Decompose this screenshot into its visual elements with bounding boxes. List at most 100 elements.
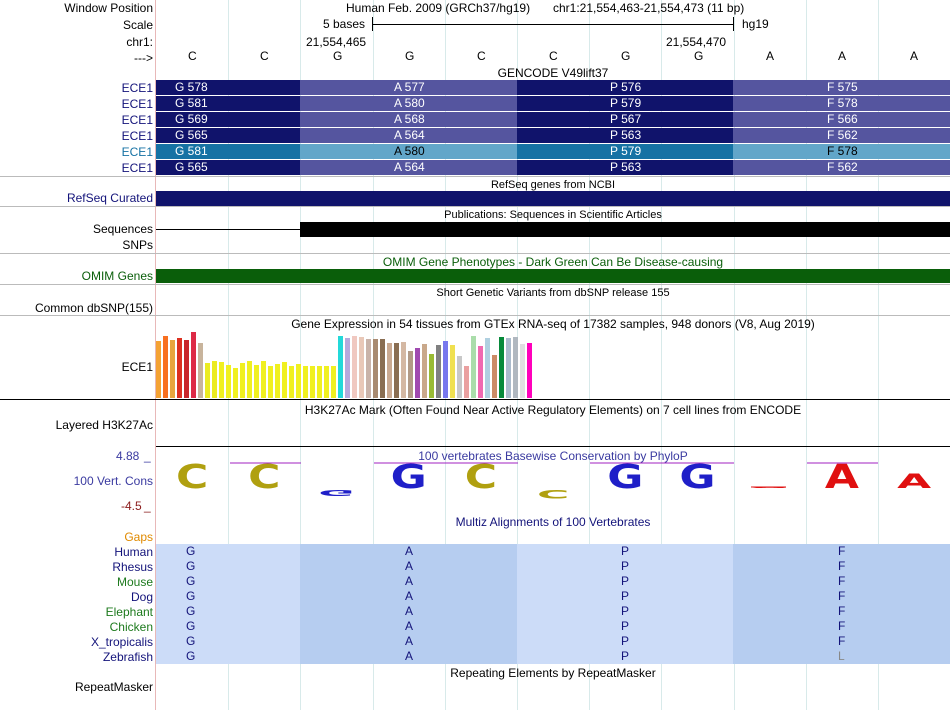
gtex-tissue-bar[interactable]	[443, 341, 448, 398]
alignment-cell[interactable]: A	[300, 559, 517, 574]
alignment-cell[interactable]: P	[517, 604, 733, 619]
alignment-cell[interactable]: L	[733, 649, 950, 664]
alignment-cell[interactable]: A	[300, 544, 517, 559]
gtex-tissue-bar[interactable]	[261, 361, 266, 398]
codon-cell[interactable]: G 565	[156, 128, 300, 143]
alignment-cell[interactable]: P	[517, 559, 733, 574]
gencode-transcript-label[interactable]: ECE1	[121, 113, 153, 127]
alignment-cell[interactable]: G	[156, 649, 300, 664]
alignment-cell[interactable]: P	[517, 574, 733, 589]
codon-cell[interactable]: F 566	[733, 112, 950, 127]
gtex-tissue-bar[interactable]	[338, 336, 343, 398]
codon-cell[interactable]: F 578	[733, 96, 950, 111]
alignment-cell[interactable]: F	[733, 589, 950, 604]
gtex-tissue-bar[interactable]	[205, 363, 210, 398]
alignment-cell[interactable]: A	[300, 634, 517, 649]
gencode-transcript-label[interactable]: ECE1	[121, 145, 153, 159]
alignment-cell[interactable]: F	[733, 544, 950, 559]
alignment-cell[interactable]: F	[733, 559, 950, 574]
gtex-tissue-bar[interactable]	[415, 348, 420, 398]
alignment-cell[interactable]: A	[300, 574, 517, 589]
h3k27ac-label[interactable]: Layered H3K27Ac	[55, 418, 153, 432]
dbsnp-label[interactable]: Common dbSNP(155)	[34, 301, 153, 315]
gtex-tissue-bar[interactable]	[191, 332, 196, 398]
gtex-tissue-bar[interactable]	[345, 338, 350, 398]
species-label[interactable]: Elephant	[105, 605, 153, 619]
gtex-tissue-bar[interactable]	[184, 340, 189, 398]
gtex-tissue-bar[interactable]	[408, 351, 413, 398]
species-label[interactable]: Rhesus	[112, 560, 153, 574]
gtex-tissue-bar[interactable]	[240, 363, 245, 398]
species-label[interactable]: X_tropicalis	[90, 635, 153, 649]
alignment-cell[interactable]: P	[517, 649, 733, 664]
alignment-cell[interactable]: P	[517, 589, 733, 604]
alignment-cell[interactable]: F	[733, 634, 950, 649]
alignment-cell[interactable]: A	[300, 619, 517, 634]
species-label[interactable]: Chicken	[109, 620, 153, 634]
codon-cell[interactable]: A 580	[300, 144, 517, 159]
gtex-tissue-bar[interactable]	[324, 366, 329, 398]
gtex-tissue-bar[interactable]	[268, 366, 273, 398]
alignment-cell[interactable]: G	[156, 589, 300, 604]
codon-cell[interactable]: F 562	[733, 160, 950, 175]
gtex-tissue-bar[interactable]	[163, 336, 168, 398]
codon-cell[interactable]: F 578	[733, 144, 950, 159]
omim-bar[interactable]	[156, 269, 950, 283]
gtex-tissue-bar[interactable]	[226, 365, 231, 398]
gtex-tissue-bar[interactable]	[366, 339, 371, 398]
alignment-cell[interactable]: G	[156, 604, 300, 619]
gtex-tissue-bar[interactable]	[233, 368, 238, 398]
alignment-cell[interactable]: G	[156, 574, 300, 589]
alignment-cell[interactable]: F	[733, 574, 950, 589]
codon-cell[interactable]: F 575	[733, 80, 950, 95]
gtex-tissue-bar[interactable]	[457, 356, 462, 398]
gtex-tissue-bar[interactable]	[198, 343, 203, 398]
sequences-label[interactable]: Sequences	[92, 222, 153, 236]
gencode-transcript-label[interactable]: ECE1	[121, 81, 153, 95]
gtex-tissue-bar[interactable]	[275, 364, 280, 398]
gtex-tissue-bar[interactable]	[520, 344, 525, 398]
codon-cell[interactable]: G 581	[156, 96, 300, 111]
gtex-tissue-bar[interactable]	[303, 366, 308, 398]
refseq-label[interactable]: RefSeq Curated	[66, 191, 153, 205]
gtex-tissue-bar[interactable]	[156, 341, 161, 398]
position-readout[interactable]: chr1:21,554,463-21,554,473 (11 bp)	[553, 1, 745, 15]
codon-cell[interactable]: F 562	[733, 128, 950, 143]
codon-cell[interactable]: A 564	[300, 128, 517, 143]
species-label[interactable]: Zebrafish	[102, 650, 153, 664]
alignment-cell[interactable]: F	[733, 604, 950, 619]
species-label[interactable]: Human	[114, 545, 153, 559]
gtex-tissue-bar[interactable]	[401, 342, 406, 398]
codon-cell[interactable]: G 569	[156, 112, 300, 127]
gtex-tissue-bar[interactable]	[492, 355, 497, 398]
codon-cell[interactable]: P 563	[517, 160, 733, 175]
gencode-transcript-label[interactable]: ECE1	[121, 129, 153, 143]
gtex-tissue-bar[interactable]	[478, 346, 483, 398]
gtex-tissue-bar[interactable]	[352, 336, 357, 398]
gtex-tissue-bar[interactable]	[247, 361, 252, 398]
gtex-bar-chart[interactable]	[156, 331, 556, 398]
codon-cell[interactable]: A 577	[300, 80, 517, 95]
codon-cell[interactable]: G 565	[156, 160, 300, 175]
gtex-tissue-bar[interactable]	[506, 338, 511, 398]
gtex-tissue-bar[interactable]	[331, 366, 336, 398]
alignment-cell[interactable]: G	[156, 619, 300, 634]
codon-cell[interactable]: G 578	[156, 80, 300, 95]
omim-label[interactable]: OMIM Genes	[81, 269, 153, 283]
codon-cell[interactable]: P 579	[517, 96, 733, 111]
alignment-cell[interactable]: P	[517, 544, 733, 559]
gencode-transcript-label[interactable]: ECE1	[121, 161, 153, 175]
alignment-cell[interactable]: A	[300, 604, 517, 619]
gtex-tissue-bar[interactable]	[499, 337, 504, 398]
codon-cell[interactable]: P 576	[517, 80, 733, 95]
repeatmasker-label[interactable]: RepeatMasker	[74, 680, 153, 694]
refseq-gene-bar[interactable]	[156, 191, 950, 206]
gtex-tissue-bar[interactable]	[387, 343, 392, 398]
codon-cell[interactable]: A 568	[300, 112, 517, 127]
gtex-tissue-bar[interactable]	[471, 336, 476, 398]
codon-cell[interactable]: P 567	[517, 112, 733, 127]
alignment-cell[interactable]: G	[156, 544, 300, 559]
gtex-tissue-bar[interactable]	[394, 343, 399, 398]
alignment-cell[interactable]: F	[733, 619, 950, 634]
species-label[interactable]: Dog	[130, 590, 153, 604]
